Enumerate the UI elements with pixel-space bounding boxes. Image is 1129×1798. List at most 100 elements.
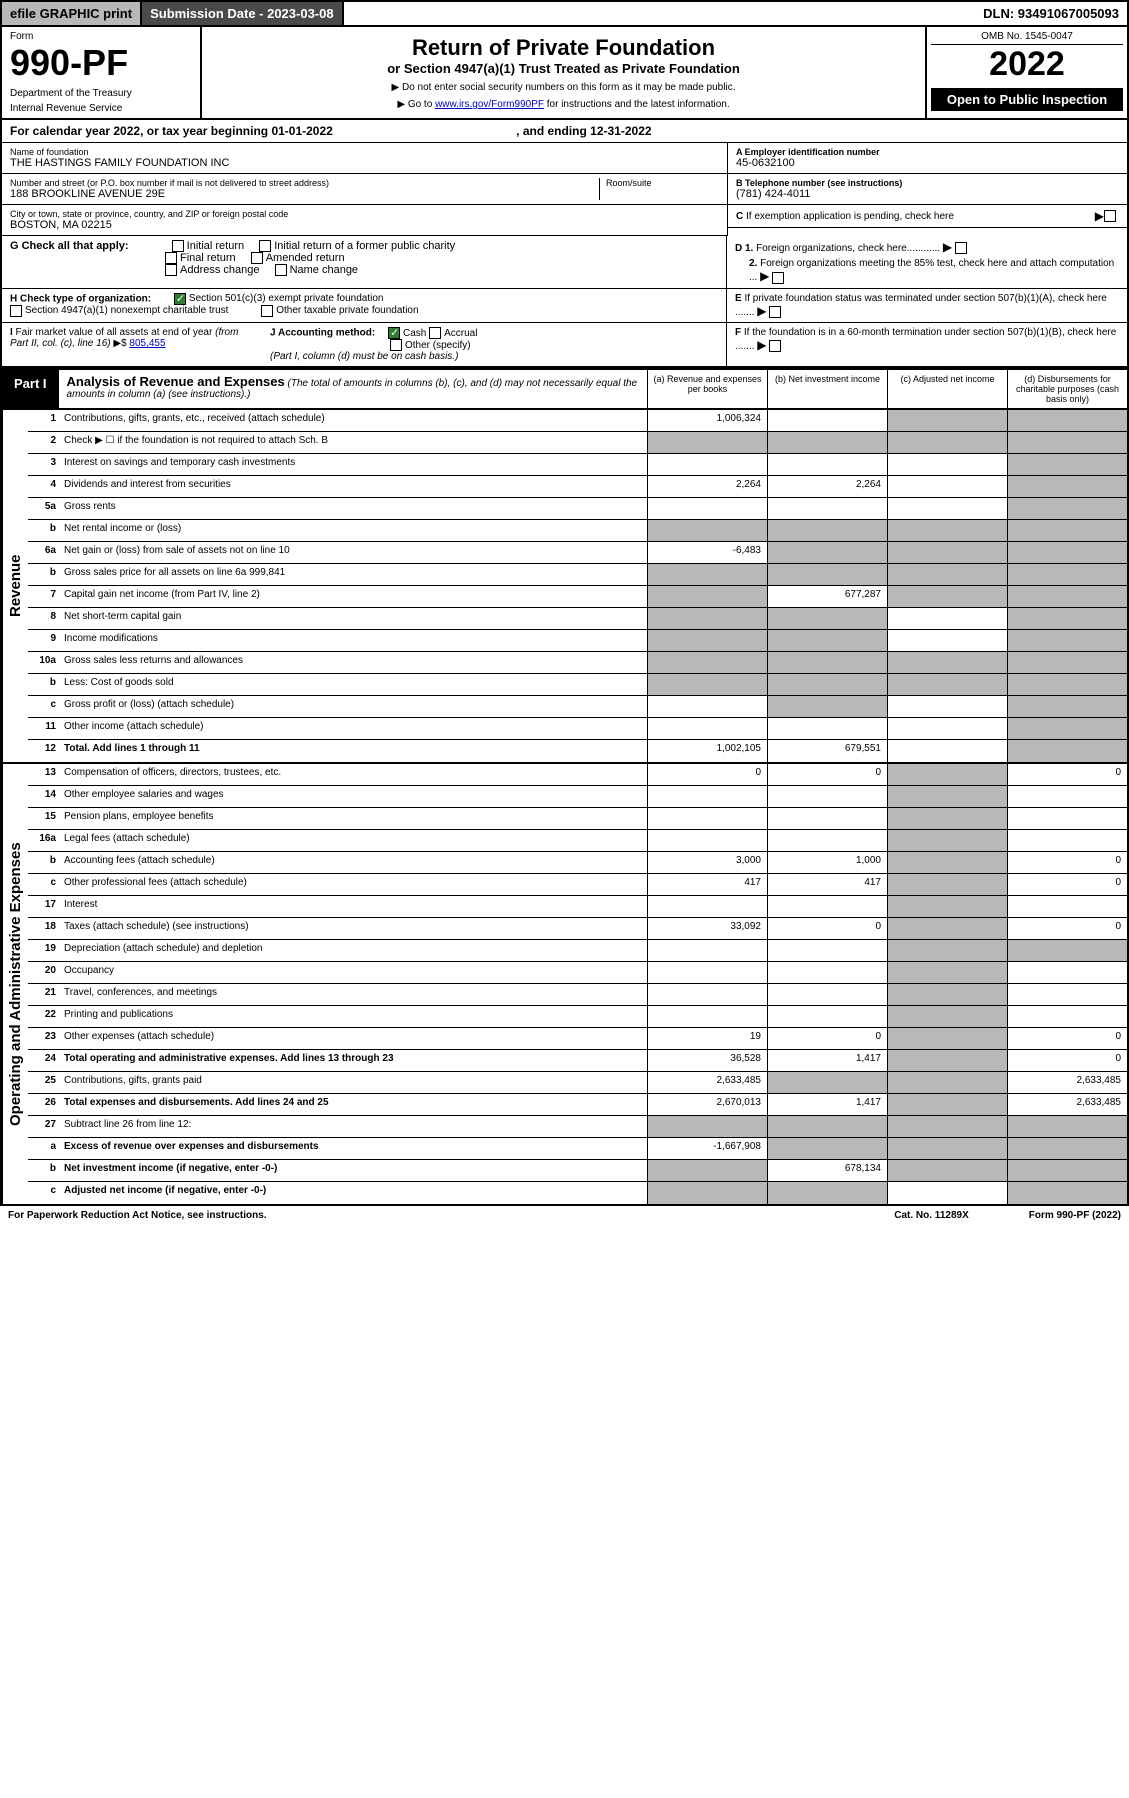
row-description: Taxes (attach schedule) (see instruction… [60, 918, 647, 939]
table-row: 18Taxes (attach schedule) (see instructi… [28, 918, 1127, 940]
table-cell [647, 454, 767, 475]
table-row: bGross sales price for all assets on lin… [28, 564, 1127, 586]
other-taxable-checkbox[interactable] [261, 305, 273, 317]
row-description: Other professional fees (attach schedule… [60, 874, 647, 895]
501c3-checkbox[interactable] [174, 293, 186, 305]
row-number: b [28, 520, 60, 541]
table-cell [887, 586, 1007, 607]
table-cell [887, 1006, 1007, 1027]
dln: DLN: 93491067005093 [975, 2, 1127, 25]
g1-label: Initial return [187, 240, 244, 252]
table-cell [767, 1006, 887, 1027]
accrual-checkbox[interactable] [429, 327, 441, 339]
table-cell [1007, 564, 1127, 585]
d1-checkbox[interactable] [955, 242, 967, 254]
final-return-checkbox[interactable] [165, 252, 177, 264]
address-change-checkbox[interactable] [165, 264, 177, 276]
irs-label: Internal Revenue Service [10, 103, 192, 114]
table-cell: 0 [767, 1028, 887, 1049]
table-cell [647, 896, 767, 917]
table-row: 5aGross rents [28, 498, 1127, 520]
table-row: 17Interest [28, 896, 1127, 918]
table-cell [887, 940, 1007, 961]
table-cell [1007, 808, 1127, 829]
row-number: 5a [28, 498, 60, 519]
table-cell: 19 [647, 1028, 767, 1049]
table-cell [887, 498, 1007, 519]
table-cell [887, 1160, 1007, 1181]
table-row: 23Other expenses (attach schedule)1900 [28, 1028, 1127, 1050]
table-cell [887, 718, 1007, 739]
row-description: Income modifications [60, 630, 647, 651]
efile-print-button[interactable]: efile GRAPHIC print [2, 2, 142, 25]
initial-return-checkbox[interactable] [172, 240, 184, 252]
row-description: Interest [60, 896, 647, 917]
g2-label: Initial return of a former public charit… [274, 240, 455, 252]
room-label: Room/suite [606, 178, 719, 188]
addr-label: Number and street (or P.O. box number if… [10, 178, 599, 188]
table-cell [1007, 498, 1127, 519]
table-row: 2Check ▶ ☐ if the foundation is not requ… [28, 432, 1127, 454]
table-cell: 2,633,485 [1007, 1072, 1127, 1093]
table-cell [887, 740, 1007, 762]
table-row: 15Pension plans, employee benefits [28, 808, 1127, 830]
f-checkbox[interactable] [769, 340, 781, 352]
form-label: Form [10, 31, 192, 42]
table-row: 7Capital gain net income (from Part IV, … [28, 586, 1127, 608]
row-number: 6a [28, 542, 60, 563]
table-cell [887, 786, 1007, 807]
table-cell: 2,264 [767, 476, 887, 497]
table-cell: 1,000 [767, 852, 887, 873]
row-number: 24 [28, 1050, 60, 1071]
table-cell [1007, 674, 1127, 695]
table-row: 6aNet gain or (loss) from sale of assets… [28, 542, 1127, 564]
h3-label: Other taxable private foundation [276, 305, 418, 316]
other-method-checkbox[interactable] [390, 339, 402, 351]
h2-label: Section 4947(a)(1) nonexempt charitable … [25, 305, 228, 316]
table-cell [887, 764, 1007, 785]
table-cell [1007, 432, 1127, 453]
amended-return-checkbox[interactable] [251, 252, 263, 264]
row-description: Check ▶ ☐ if the foundation is not requi… [60, 432, 647, 453]
row-description: Printing and publications [60, 1006, 647, 1027]
entity-info: Name of foundation THE HASTINGS FAMILY F… [0, 143, 1129, 236]
table-cell [887, 652, 1007, 673]
table-row: bNet investment income (if negative, ent… [28, 1160, 1127, 1182]
cash-checkbox[interactable] [388, 327, 400, 339]
table-cell: 2,633,485 [1007, 1094, 1127, 1115]
table-cell [887, 520, 1007, 541]
row-description: Other expenses (attach schedule) [60, 1028, 647, 1049]
table-cell [887, 1072, 1007, 1093]
table-cell: 36,528 [647, 1050, 767, 1071]
irs-link[interactable]: www.irs.gov/Form990PF [435, 99, 544, 110]
table-cell [647, 808, 767, 829]
tax-year: 2022 [931, 45, 1123, 84]
fmv-link[interactable]: 805,455 [129, 338, 165, 349]
table-cell [1007, 830, 1127, 851]
name-change-checkbox[interactable] [275, 264, 287, 276]
table-row: bLess: Cost of goods sold [28, 674, 1127, 696]
4947-checkbox[interactable] [10, 305, 22, 317]
table-cell [1007, 520, 1127, 541]
initial-former-checkbox[interactable] [259, 240, 271, 252]
c-checkbox[interactable] [1104, 210, 1116, 222]
part-1-header: Part I Analysis of Revenue and Expenses … [0, 368, 1129, 410]
table-cell: 3,000 [647, 852, 767, 873]
table-cell [647, 674, 767, 695]
table-cell [647, 940, 767, 961]
d2-checkbox[interactable] [772, 272, 784, 284]
row-number: 2 [28, 432, 60, 453]
table-cell [887, 696, 1007, 717]
e-checkbox[interactable] [769, 306, 781, 318]
g5-label: Address change [180, 264, 260, 276]
table-cell: 679,551 [767, 740, 887, 762]
table-cell [647, 586, 767, 607]
row-description: Compensation of officers, directors, tru… [60, 764, 647, 785]
table-cell [767, 830, 887, 851]
table-cell: 2,633,485 [647, 1072, 767, 1093]
table-cell [887, 564, 1007, 585]
table-cell [1007, 984, 1127, 1005]
table-cell [647, 564, 767, 585]
table-cell [887, 1182, 1007, 1204]
foundation-name: THE HASTINGS FAMILY FOUNDATION INC [10, 157, 719, 169]
